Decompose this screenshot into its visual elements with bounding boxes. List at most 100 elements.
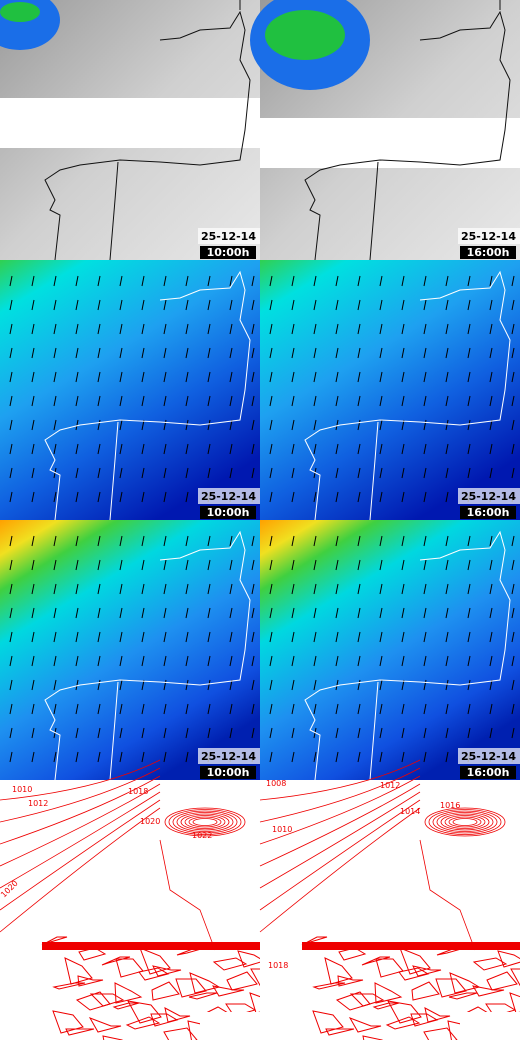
isobar: [180, 813, 230, 831]
wind-arrow: [53, 607, 57, 619]
wind-arrow: [489, 467, 493, 479]
wind-arrow: [313, 583, 317, 595]
wind-arrow: [445, 655, 449, 667]
wind-arrow: [9, 275, 13, 287]
wind-arrow: [163, 491, 167, 503]
wind-arrow: [379, 631, 383, 643]
wind-arrow: [445, 535, 449, 547]
wind-arrow: [9, 727, 13, 739]
isobar: [398, 967, 430, 981]
wind-arrow: [467, 347, 471, 359]
wind-arrow: [423, 467, 427, 479]
date-bg: [198, 748, 260, 764]
wind-arrow: [467, 727, 471, 739]
wind-arrow: [489, 679, 493, 691]
wind-arrow: [9, 751, 13, 763]
isobar: [472, 957, 508, 971]
wind-arrow: [53, 559, 57, 571]
wind-arrow: [163, 703, 167, 715]
wind-arrow: [467, 583, 471, 595]
wind-arrow: [489, 655, 493, 667]
wind-arrow: [251, 443, 255, 455]
wind-arrow: [489, 275, 493, 287]
wind-arrow: [423, 443, 427, 455]
wind-arrow: [9, 395, 13, 407]
wind-arrow: [269, 679, 273, 691]
wind-arrow: [291, 751, 295, 763]
wind-arrow: [9, 583, 13, 595]
wind-arrow: [141, 703, 145, 715]
no-data-band: [0, 98, 260, 148]
map-panel: 25-12-14 10:00h: [0, 520, 260, 781]
wind-arrow: [229, 275, 233, 287]
time-bg: [200, 766, 256, 779]
no-data-band: [260, 118, 520, 168]
map-panel: 25-12-14 16:00h: [260, 520, 520, 781]
isobar: [486, 971, 518, 991]
isobar: [172, 810, 238, 834]
wind-arrow: [511, 607, 515, 619]
wind-arrow: [251, 727, 255, 739]
isobar: [374, 982, 403, 1004]
wind-arrow: [511, 395, 515, 407]
time-label: 10:00h: [207, 246, 250, 259]
wind-arrow: [335, 631, 339, 643]
wind-arrow: [251, 371, 255, 383]
wind-arrow: [379, 323, 383, 335]
wind-arrow: [467, 395, 471, 407]
isobar: [428, 809, 502, 835]
wind-arrow: [379, 583, 383, 595]
wind-arrow: [291, 607, 295, 619]
wind-arrow: [229, 583, 233, 595]
wind-arrow: [489, 631, 493, 643]
isobar: [0, 767, 161, 823]
dense-isobars: [302, 942, 520, 950]
wind-arrow: [229, 655, 233, 667]
isobar: [114, 982, 143, 1004]
wind-arrow: [141, 535, 145, 547]
wind-arrow: [119, 631, 123, 643]
wind-arrow: [251, 631, 255, 643]
isobar: [0, 775, 161, 845]
wind-arrow: [31, 299, 35, 311]
wind-arrow: [291, 371, 295, 383]
wind-arrow: [291, 467, 295, 479]
wind-arrow: [269, 443, 273, 455]
wind-arrow: [31, 323, 35, 335]
wind-arrow: [229, 607, 233, 619]
wind-arrow: [489, 395, 493, 407]
isobar: [259, 759, 421, 801]
wind-arrow: [185, 347, 189, 359]
wind-arrow: [141, 371, 145, 383]
wind-arrow: [423, 679, 427, 691]
wind-arrow: [291, 275, 295, 287]
wind-arrow: [141, 275, 145, 287]
wind-arrow: [97, 347, 101, 359]
wind-arrow: [423, 491, 427, 503]
wind-arrow: [335, 583, 339, 595]
wind-arrow: [207, 727, 211, 739]
isobar: [101, 956, 131, 966]
wind-arrow: [357, 727, 361, 739]
precip-core: [0, 2, 40, 22]
wind-arrow: [185, 299, 189, 311]
wind-arrow: [53, 395, 57, 407]
wind-arrow: [229, 535, 233, 547]
wind-arrow: [511, 559, 515, 571]
wind-arrow: [423, 299, 427, 311]
wind-arrow: [53, 371, 57, 383]
wind-arrow: [9, 299, 13, 311]
wind-arrow: [53, 419, 57, 431]
wind-arrow: [269, 751, 273, 763]
wind-arrow: [379, 299, 383, 311]
wind-arrow: [9, 703, 13, 715]
wind-arrow: [31, 679, 35, 691]
wind-arrow: [467, 631, 471, 643]
wind-arrow: [423, 703, 427, 715]
wind-arrow: [119, 607, 123, 619]
wind-arrow: [75, 631, 79, 643]
wind-arrow: [291, 655, 295, 667]
isobar-label: 1018: [128, 787, 148, 796]
wind-arrow: [207, 419, 211, 431]
time-label: 16:00h: [467, 766, 510, 779]
